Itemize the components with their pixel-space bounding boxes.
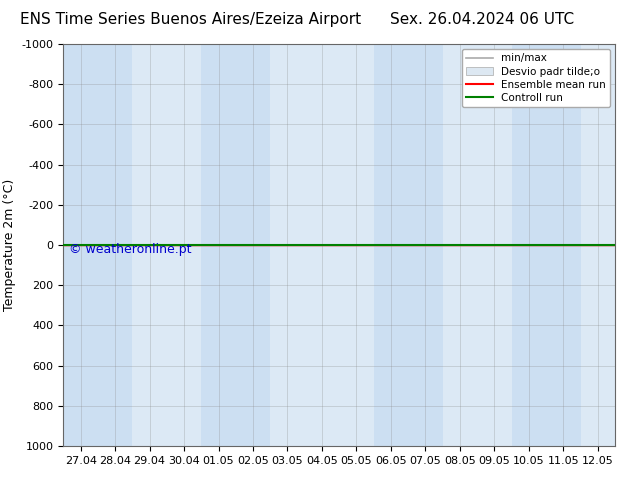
Bar (373, 44, 408, 446)
Text: © weatheronline.pt: © weatheronline.pt (69, 243, 191, 256)
Bar (63, 44, 98, 446)
Y-axis label: Temperature 2m (°C): Temperature 2m (°C) (3, 179, 16, 311)
Text: Sex. 26.04.2024 06 UTC: Sex. 26.04.2024 06 UTC (390, 12, 574, 27)
Bar (236, 44, 270, 446)
Text: ENS Time Series Buenos Aires/Ezeiza Airport: ENS Time Series Buenos Aires/Ezeiza Airp… (20, 12, 361, 27)
Bar (98, 44, 133, 446)
Bar (202, 44, 236, 446)
Legend: min/max, Desvio padr tilde;o, Ensemble mean run, Controll run: min/max, Desvio padr tilde;o, Ensemble m… (462, 49, 610, 107)
Bar (408, 44, 443, 446)
Bar (512, 44, 546, 446)
Bar (546, 44, 581, 446)
